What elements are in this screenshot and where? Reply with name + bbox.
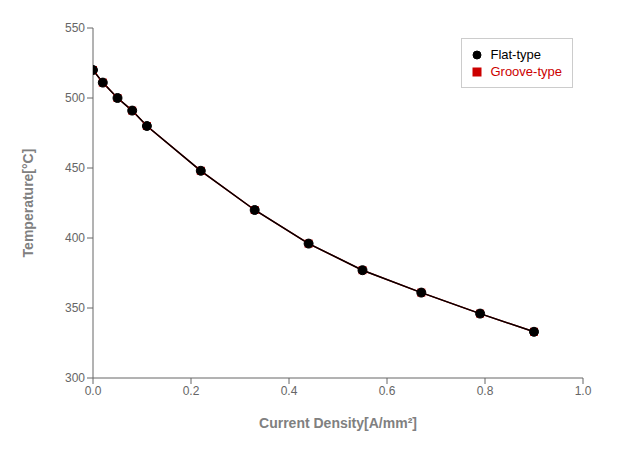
svg-text:0.6: 0.6 <box>379 384 396 398</box>
svg-text:300: 300 <box>65 371 85 385</box>
svg-text:0.2: 0.2 <box>183 384 200 398</box>
svg-text:0.4: 0.4 <box>281 384 298 398</box>
svg-text:350: 350 <box>65 301 85 315</box>
svg-text:1.0: 1.0 <box>575 384 592 398</box>
svg-text:Current Density[A/mm²]: Current Density[A/mm²] <box>259 415 417 431</box>
svg-text:500: 500 <box>65 91 85 105</box>
svg-text:400: 400 <box>65 231 85 245</box>
html-text:Groove-type: Groove-type <box>490 64 562 79</box>
svg-text:Temperature[°C]: Temperature[°C] <box>20 149 36 258</box>
html-text:Flat-type: Flat-type <box>490 47 541 62</box>
svg-text:550: 550 <box>65 21 85 35</box>
svg-text:450: 450 <box>65 161 85 175</box>
svg-text:0.8: 0.8 <box>477 384 494 398</box>
svg-text:0.0: 0.0 <box>85 384 102 398</box>
